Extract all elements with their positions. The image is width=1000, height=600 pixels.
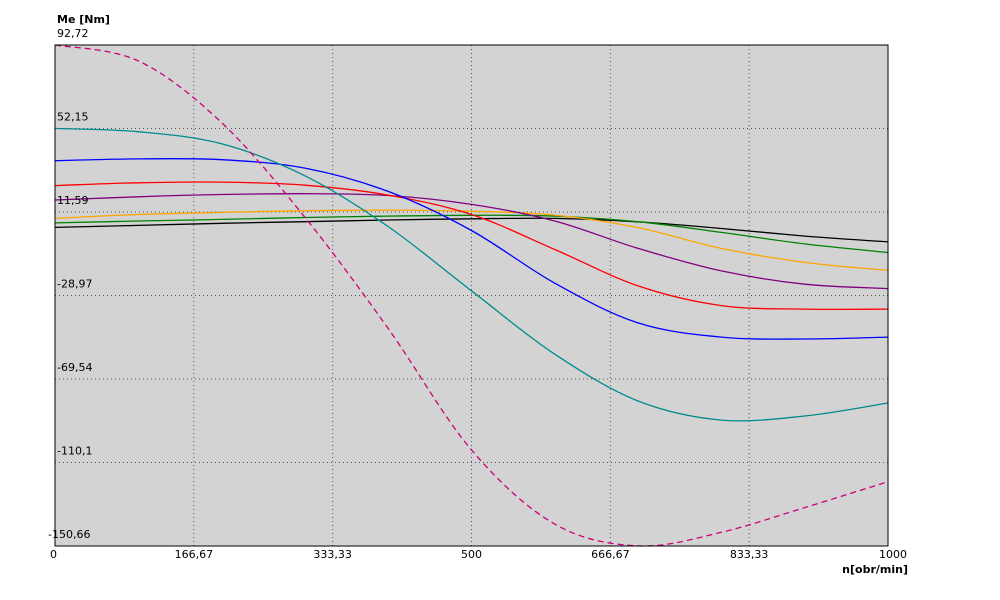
y-tick-labels: 92,72 52,15 11,59 -28,97 -69,54 -110,1 -150,66 <box>48 27 92 541</box>
series-line-6 <box>54 158 889 340</box>
x-tick-label: 1000 <box>879 548 907 561</box>
series-line-2 <box>54 214 889 254</box>
series-line-7 <box>54 127 889 422</box>
y-tick-label: 11,59 <box>57 194 89 207</box>
y-tick-label: -69,54 <box>57 361 92 374</box>
series-line-8 <box>54 44 889 547</box>
grid <box>55 45 888 546</box>
y-tick-label: -110,1 <box>57 445 92 458</box>
x-axis-title: n[obr/min] <box>842 563 908 576</box>
x-tick-label: 500 <box>461 548 482 561</box>
x-tick-label: 833,33 <box>730 548 769 561</box>
x-tick-label: 333,33 <box>313 548 352 561</box>
y-axis-title: Me [Nm] <box>57 13 110 26</box>
y-tick-label: -150,66 <box>48 528 90 541</box>
x-tick-labels: 0 166,67 333,33 500 666,67 833,33 1000 <box>50 548 907 561</box>
x-tick-label: 0 <box>50 548 57 561</box>
plot-frame <box>54 44 889 547</box>
series-line-4 <box>54 193 889 290</box>
x-tick-label: 166,67 <box>175 548 214 561</box>
series-line-3 <box>54 209 889 272</box>
y-tick-label: -28,97 <box>57 278 92 291</box>
y-tick-label: 52,15 <box>57 111 89 124</box>
y-tick-label: 92,72 <box>57 27 89 40</box>
series-group <box>54 44 889 547</box>
series-line-5 <box>54 181 889 311</box>
x-tick-label: 666,67 <box>591 548 630 561</box>
series-line-1 <box>54 217 889 243</box>
